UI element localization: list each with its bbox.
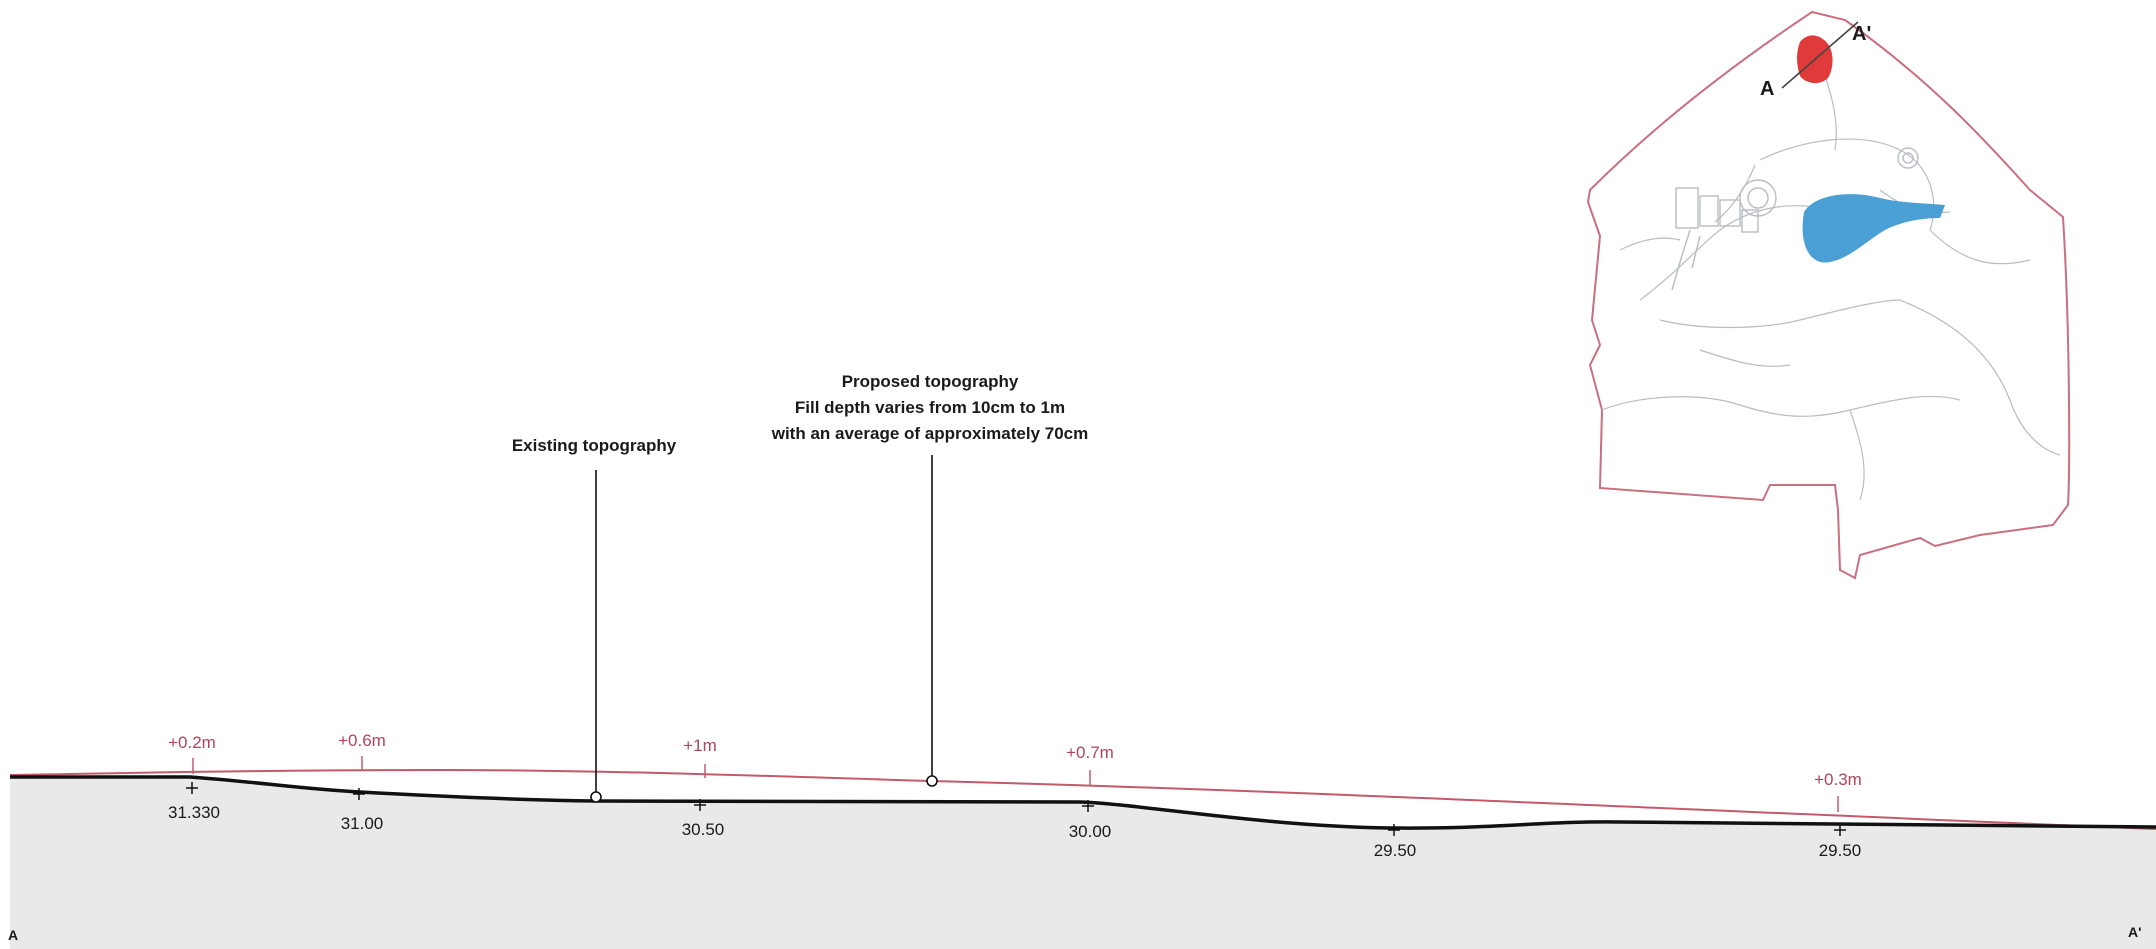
pond-icon bbox=[1802, 194, 1945, 263]
spot-elevation-label: 31.00 bbox=[341, 814, 384, 833]
site-detail bbox=[1601, 59, 2061, 501]
section-end-label: A' bbox=[2128, 924, 2141, 940]
building-cluster bbox=[1671, 147, 1919, 291]
key-plan-label-a-prime: A' bbox=[1852, 23, 1871, 45]
site-boundary-outline-icon bbox=[1586, 10, 2071, 580]
fill-depth-label: +1m bbox=[683, 736, 717, 755]
proposed-leader-point bbox=[926, 775, 938, 787]
spot-elevation-label: 31.330 bbox=[168, 803, 220, 822]
proposed-topography-line bbox=[9, 768, 2156, 830]
fill-depth-label: +0.2m bbox=[168, 733, 216, 752]
fill-ticks bbox=[192, 756, 1839, 812]
spot-elevation-label: 30.00 bbox=[1069, 822, 1112, 841]
fill-depth-label: +0.6m bbox=[338, 731, 386, 750]
section-cut-line bbox=[1781, 21, 1859, 89]
proposed-topography-line2: Fill depth varies from 10cm to 1m bbox=[795, 398, 1065, 417]
existing-topography-label: Existing topography bbox=[512, 436, 677, 455]
existing-topography-line bbox=[10, 775, 2156, 830]
ground-fill bbox=[10, 777, 2156, 949]
existing-leader-point bbox=[590, 791, 602, 803]
key-plan-label-a: A bbox=[1760, 78, 1774, 100]
proposed-topography-title: Proposed topography bbox=[842, 372, 1019, 391]
elevation-markers bbox=[186, 782, 1846, 836]
section-start-label: A bbox=[8, 927, 18, 943]
fill-depth-label: +0.7m bbox=[1066, 743, 1114, 762]
spot-elevation-label: 29.50 bbox=[1819, 841, 1862, 860]
spot-elevation-label: 29.50 bbox=[1374, 841, 1417, 860]
proposed-topography-line3: with an average of approximately 70cm bbox=[771, 424, 1089, 443]
key-plan: A A' bbox=[1586, 10, 2071, 580]
spot-elevation-label: 30.50 bbox=[682, 820, 725, 839]
fill-depth-label: +0.3m bbox=[1814, 770, 1862, 789]
section-drawing: Existing topography Proposed topography … bbox=[8, 372, 2156, 949]
